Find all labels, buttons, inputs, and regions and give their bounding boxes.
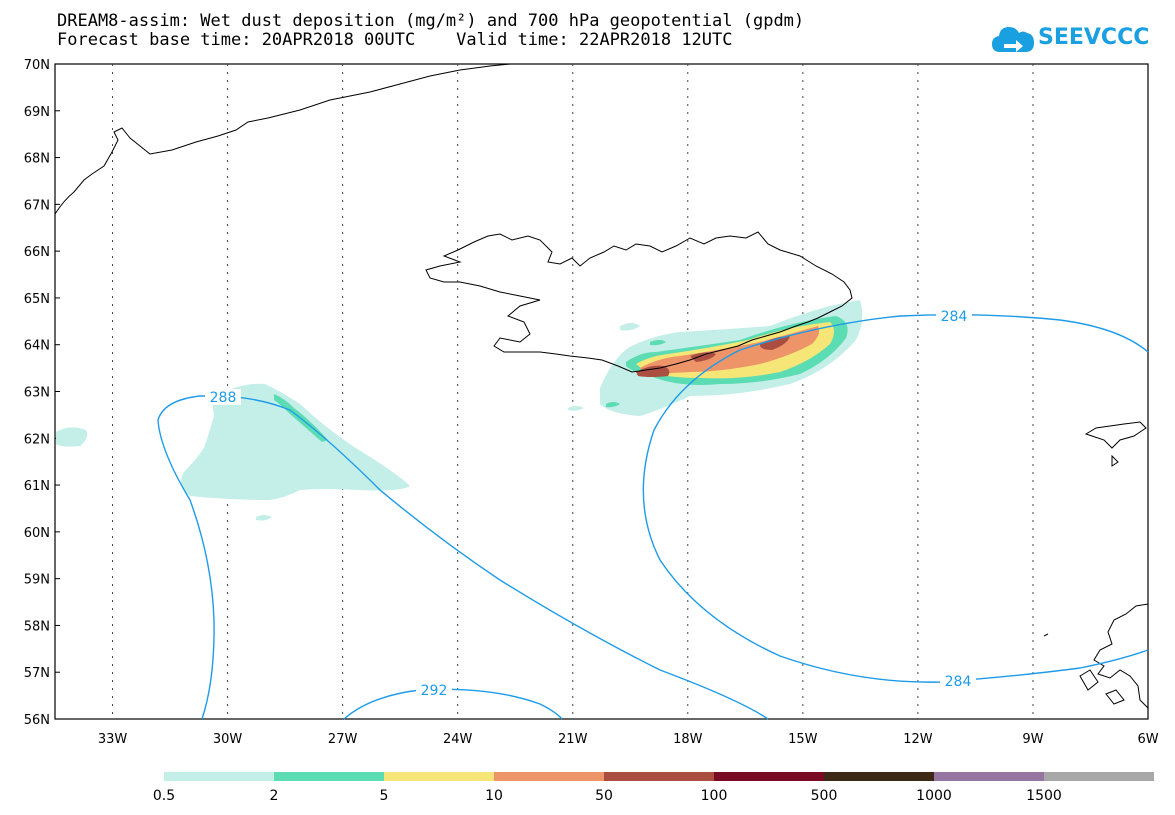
lat-label: 56N (24, 713, 50, 728)
dust-deposition (56, 300, 863, 521)
colorbar-label: 1000 (916, 788, 952, 804)
colorbar-label: 0.5 (153, 788, 175, 804)
colorbar: 0.5 2 5 10 50 100 500 1000 1500 (153, 772, 1154, 804)
colorbar-label: 5 (380, 788, 389, 804)
colorbar-label: 100 (701, 788, 728, 804)
lat-label: 64N (24, 339, 50, 354)
colorbar-swatch (494, 772, 604, 781)
colorbar-swatch (1044, 772, 1154, 781)
colorbar-swatch (934, 772, 1044, 781)
contour-label-284: 284 (941, 309, 968, 325)
lon-label: 30W (213, 732, 243, 747)
lat-label: 68N (24, 152, 50, 167)
lon-label: 21W (558, 732, 588, 747)
colorbar-swatch (604, 772, 714, 781)
map-subtitle: Forecast base time: 20APR2018 00UTC Vali… (57, 30, 733, 50)
graticule: 70N 69N 68N 67N 66N 65N 64N 63N 62N 61N 60N 59N 58N 5… (24, 58, 1159, 747)
colorbar-label: 50 (595, 788, 613, 804)
lon-label: 9W (1022, 732, 1043, 747)
lat-label: 65N (24, 292, 50, 307)
colorbar-label: 1500 (1026, 788, 1062, 804)
contour-labels: 288 284 284 292 (205, 308, 976, 699)
colorbar-swatch (274, 772, 384, 781)
cloud-arrow-icon (992, 27, 1034, 52)
colorbar-swatch (164, 772, 274, 781)
dust-area-west-small (56, 427, 88, 447)
lon-label: 18W (673, 732, 703, 747)
colorbar-swatch (824, 772, 934, 781)
lat-label: 57N (24, 666, 50, 681)
colorbar-swatch (384, 772, 494, 781)
lon-label: 12W (903, 732, 933, 747)
seevccc-logo: SEEVCCC (990, 18, 1165, 58)
dust-area-iceland-50 (636, 365, 670, 377)
colorbar-label: 500 (811, 788, 838, 804)
lon-label: 33W (98, 732, 128, 747)
lat-label: 61N (24, 479, 50, 494)
lat-label: 66N (24, 245, 50, 260)
contour-label-292: 292 (421, 683, 448, 699)
contour-292 (343, 688, 563, 720)
lat-label: 62N (24, 432, 50, 447)
logo-text: SEEVCCC (1038, 25, 1150, 50)
lon-label: 24W (443, 732, 473, 747)
iceland-coast (425, 231, 853, 373)
lat-label: 63N (24, 386, 50, 401)
colorbar-label: 2 (270, 788, 279, 804)
scotland-coast (1093, 603, 1149, 709)
lat-label: 69N (24, 105, 50, 120)
lon-label: 15W (788, 732, 818, 747)
contour-label-288: 288 (210, 390, 237, 406)
contour-label-284b: 284 (945, 674, 972, 690)
colorbar-swatch (714, 772, 824, 781)
lat-label: 67N (24, 198, 50, 213)
lat-label: 59N (24, 573, 50, 588)
colorbar-label: 10 (485, 788, 503, 804)
lat-label: 58N (24, 619, 50, 634)
lat-label: 60N (24, 526, 50, 541)
greenland-coast (54, 63, 511, 215)
lat-label: 70N (24, 58, 50, 73)
lon-label: 27W (328, 732, 358, 747)
lon-label: 6W (1137, 732, 1158, 747)
contour-288 (157, 395, 769, 720)
faroe-coast (1084, 421, 1147, 449)
map-title: DREAM8-assim: Wet dust deposition (mg/m²… (57, 11, 805, 31)
coastlines (54, 63, 1149, 709)
dust-area-west (181, 383, 410, 500)
